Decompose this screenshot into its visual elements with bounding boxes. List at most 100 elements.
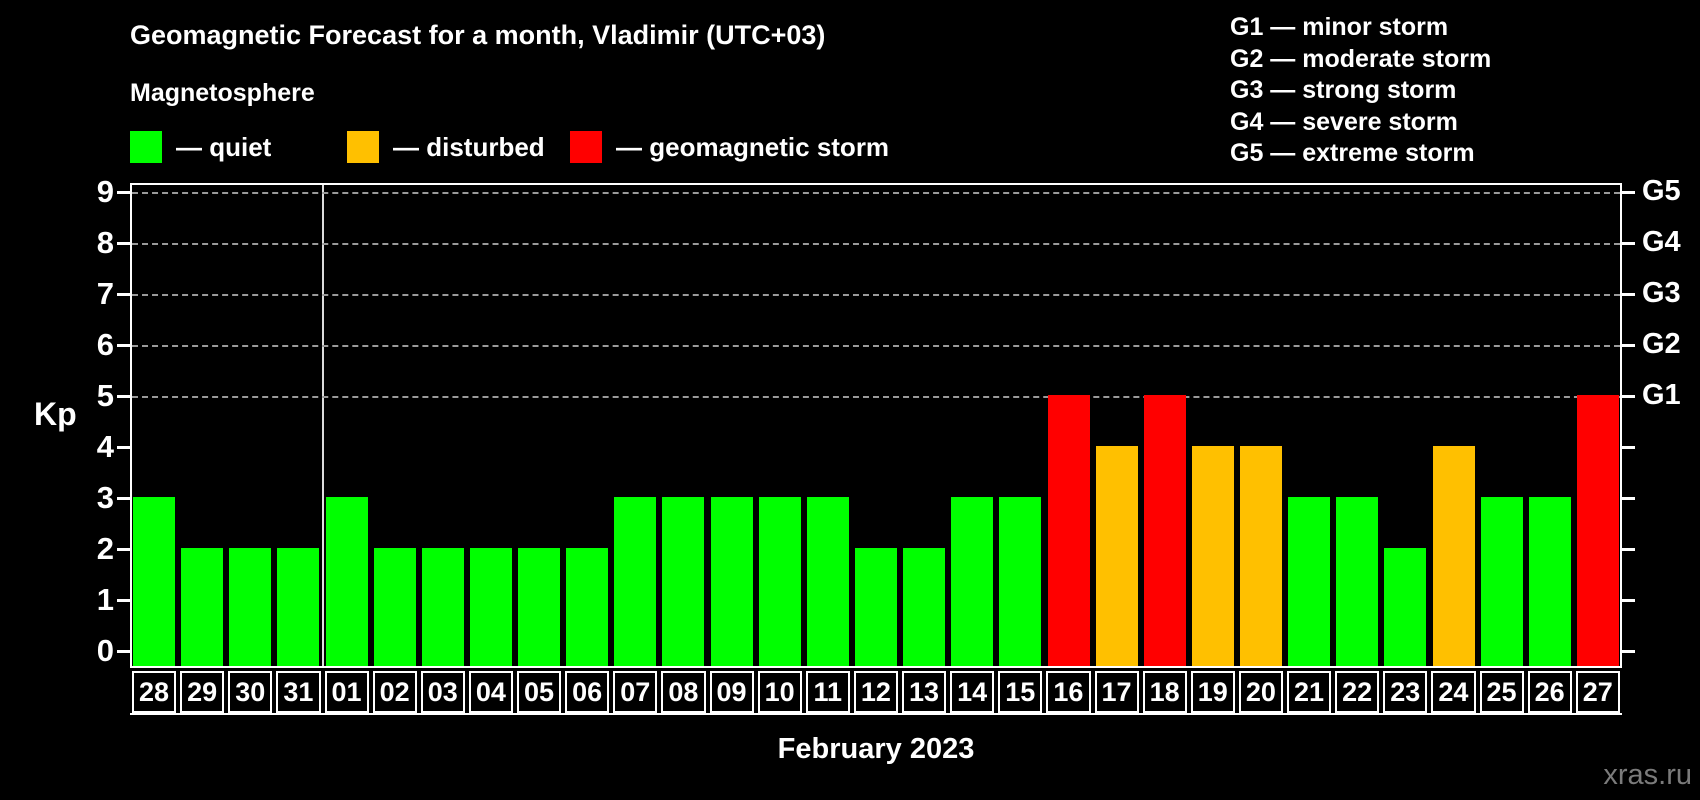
bar-day-03 [421,548,464,666]
bar-day-26 [1528,497,1571,666]
day-label-14: 14 [950,671,995,713]
day-label-19: 19 [1190,671,1235,713]
bar-day-08 [662,497,705,666]
bar-day-18 [1143,395,1186,666]
g-scale-label-g4: G4 [1642,226,1681,258]
day-label-23: 23 [1383,671,1428,713]
gridline-kp-9 [132,192,1620,194]
y-tick-left-7 [117,293,131,296]
x-axis-day-labels: 28 29 30 31 01 02 03 04 05 06 07 08 09 10 11 12 13 14 15 16… [130,671,1622,715]
bar-day-29 [181,548,224,666]
bar-day-13 [903,548,946,666]
day-label-31: 31 [276,671,321,713]
y-tick-left-5 [117,395,131,398]
bar-day-06 [566,548,609,666]
bar-day-17 [1095,446,1138,666]
day-label-11: 11 [805,671,850,713]
bar-day-16 [1047,395,1090,666]
day-label-13: 13 [902,671,947,713]
day-label-05: 05 [517,671,562,713]
y-tick-left-9 [117,191,131,194]
kp-bar-chart-plot-area [130,183,1622,668]
y-tick-label-8: 8 [96,225,114,260]
bar-day-14 [951,497,994,666]
day-label-10: 10 [757,671,802,713]
y-tick-right-3 [1621,497,1635,500]
day-label-04: 04 [468,671,513,713]
bar-day-24 [1432,446,1475,666]
quiet-color-swatch [130,131,162,163]
day-label-03: 03 [420,671,465,713]
bar-day-07 [614,497,657,666]
day-label-06: 06 [565,671,610,713]
y-tick-left-3 [117,497,131,500]
month-separator-line [321,185,324,666]
bar-day-15 [999,497,1042,666]
day-label-20: 20 [1238,671,1283,713]
day-label-26: 26 [1527,671,1572,713]
day-label-15: 15 [998,671,1043,713]
y-axis-title: Kp [34,396,77,432]
day-label-09: 09 [709,671,754,713]
legend-item-disturbed: — disturbed [347,131,545,163]
g-scale-label-g5: G5 [1642,175,1681,207]
y-tick-label-1: 1 [96,582,114,617]
bar-day-21 [1288,497,1331,666]
storm-scale-g3: G3 — strong storm [1230,76,1457,104]
g-scale-label-g1: G1 [1642,379,1681,411]
gridline-kp-5 [132,396,1620,398]
storm-scale-g1: G1 — minor storm [1230,13,1449,41]
y-tick-right-6 [1621,344,1635,347]
day-label-21: 21 [1287,671,1332,713]
gridline-kp-8 [132,243,1620,245]
day-label-16: 16 [1046,671,1091,713]
g-scale-label-g2: G2 [1642,328,1681,360]
bar-day-10 [758,497,801,666]
storm-color-swatch [570,131,602,163]
y-tick-label-7: 7 [96,276,114,311]
y-tick-label-9: 9 [96,174,114,209]
y-tick-right-7 [1621,293,1635,296]
bar-day-31 [277,548,320,666]
day-label-22: 22 [1335,671,1380,713]
disturbed-color-swatch [347,131,379,163]
g-scale-label-g3: G3 [1642,277,1681,309]
day-label-29: 29 [180,671,225,713]
day-label-28: 28 [132,671,177,713]
gridline-kp-6 [132,345,1620,347]
bar-day-04 [469,548,512,666]
watermark: xras.ru [1603,759,1692,791]
y-tick-right-0 [1621,650,1635,653]
x-axis-title: February 2023 [777,733,975,765]
bar-day-02 [373,548,416,666]
bar-day-23 [1384,548,1427,666]
y-tick-label-5: 5 [96,378,114,413]
legend-label-disturbed: — disturbed [393,131,545,162]
gridline-kp-7 [132,294,1620,296]
legend-label-quiet: — quiet [176,131,272,162]
bar-day-11 [806,497,849,666]
y-tick-label-6: 6 [96,327,114,362]
bar-day-30 [229,548,272,666]
y-tick-right-2 [1621,548,1635,551]
y-tick-right-4 [1621,446,1635,449]
magnetosphere-subtitle: Magnetosphere [130,79,315,107]
day-label-18: 18 [1142,671,1187,713]
legend-item-storm: — geomagnetic storm [570,131,889,163]
y-tick-right-5 [1621,395,1635,398]
day-label-17: 17 [1094,671,1139,713]
bar-day-19 [1191,446,1234,666]
bar-day-01 [325,497,368,666]
y-tick-label-0: 0 [96,633,114,668]
day-label-08: 08 [661,671,706,713]
y-tick-label-4: 4 [96,429,114,464]
day-label-27: 27 [1575,671,1620,713]
day-label-12: 12 [853,671,898,713]
y-tick-right-9 [1621,191,1635,194]
bar-day-25 [1480,497,1523,666]
day-label-02: 02 [372,671,417,713]
y-tick-left-6 [117,344,131,347]
y-tick-left-2 [117,548,131,551]
day-label-07: 07 [613,671,658,713]
y-tick-right-8 [1621,242,1635,245]
